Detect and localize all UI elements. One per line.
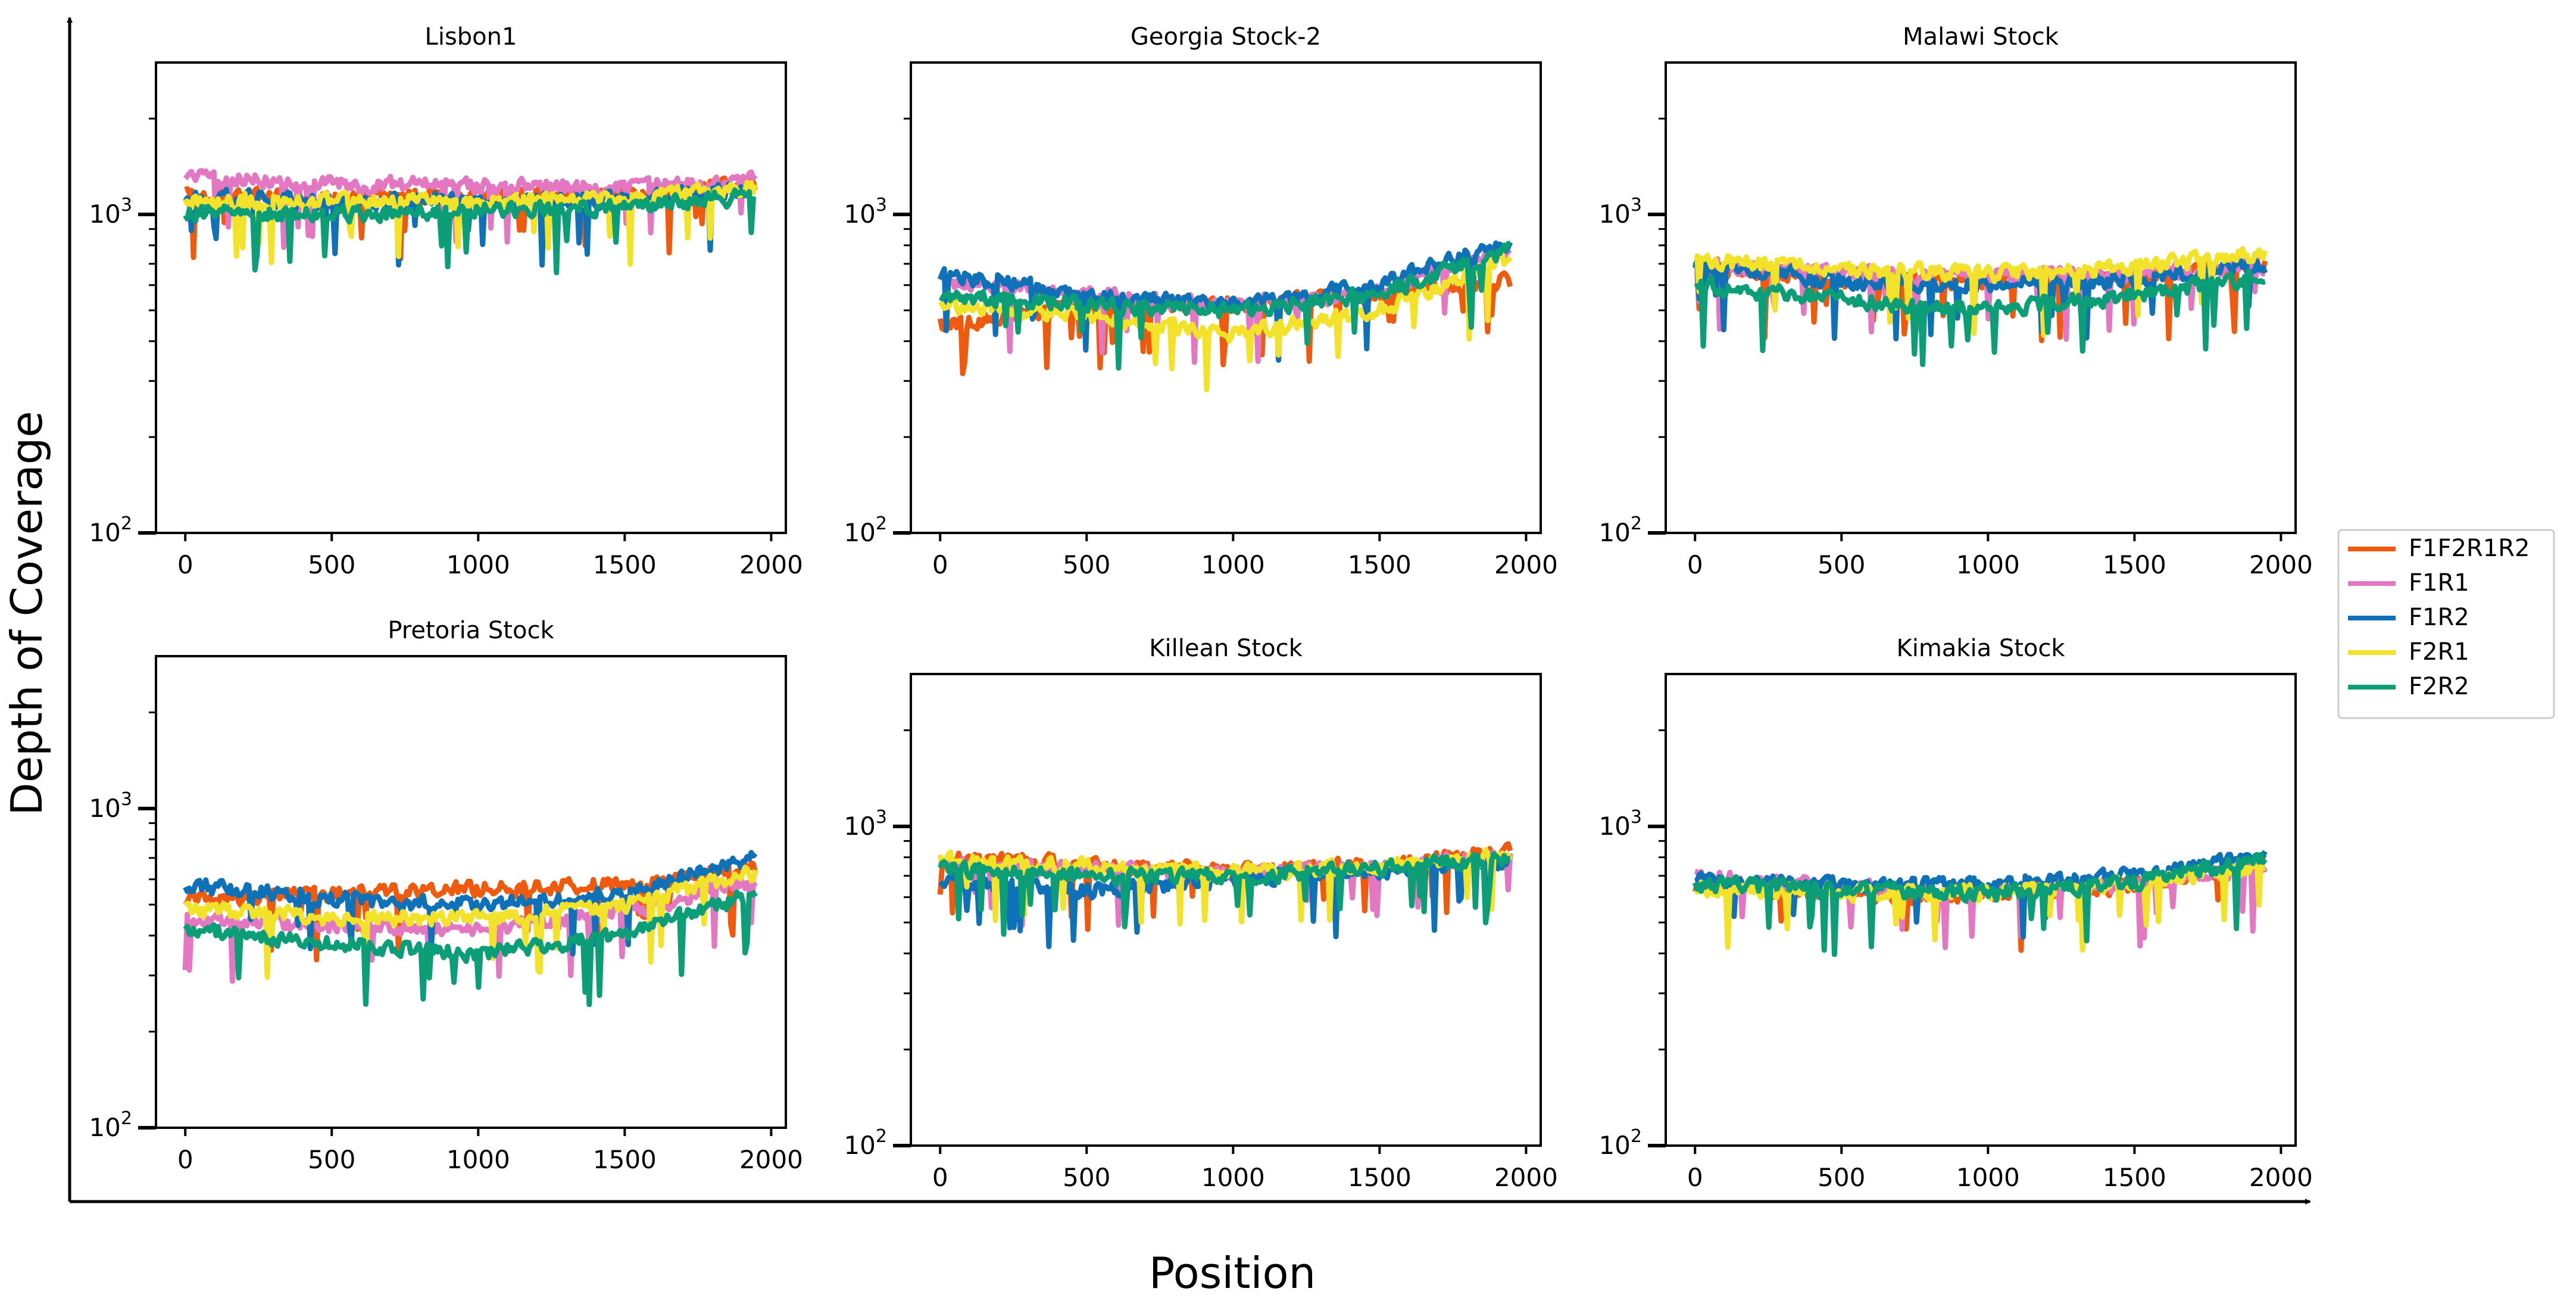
legend-label-f2r1: F2R1 [2409, 638, 2469, 666]
x-tick-label: 1000 [446, 1145, 510, 1174]
series-line-f2r2 [183, 889, 758, 1007]
plot-frame [910, 61, 1542, 534]
x-tick-label: 1500 [593, 550, 657, 579]
y-tick-label: 103 [89, 789, 132, 823]
series-group [182, 850, 758, 1007]
x-tick-label: 0 [1687, 550, 1703, 579]
subplot-4: Pretoria Stock 0 500 1000 1500 2000 102 103 [89, 617, 803, 1174]
series-line-f2r2 [1694, 268, 2266, 367]
legend-label-f1r2: F1R2 [2409, 604, 2469, 631]
legend-label-f2r2: F2R2 [2409, 673, 2469, 700]
subplot-title: Lisbon1 [425, 23, 517, 51]
y-tick-label: 102 [89, 1108, 132, 1142]
legend-label-f1r1: F1R1 [2409, 569, 2469, 597]
subplot-title: Georgia Stock-2 [1131, 23, 1321, 51]
y-tick-label: 103 [1598, 195, 1642, 229]
y-tick-label: 103 [844, 195, 887, 229]
x-tick-label: 0 [1687, 1163, 1703, 1192]
x-tick-label: 1000 [1956, 1163, 2020, 1192]
x-tick-label: 1000 [446, 550, 510, 579]
x-tick-label: 1500 [2103, 550, 2166, 579]
series-line-f2r1 [1694, 246, 2268, 338]
legend-box [2337, 529, 2555, 719]
series-group [183, 168, 758, 276]
x-tick-label: 1000 [1201, 1163, 1265, 1192]
y-tick-label: 103 [1598, 807, 1642, 841]
x-tick-label: 500 [1063, 1163, 1110, 1192]
series-line-f2r2 [938, 851, 1511, 937]
y-tick-label: 102 [1598, 513, 1642, 547]
plot-frame [155, 61, 787, 534]
plot-frame [1665, 61, 2297, 534]
y-tick-label: 103 [89, 195, 132, 229]
series-group [1692, 850, 2268, 957]
x-tick-label: 2000 [739, 550, 803, 579]
x-tick-label: 2000 [1494, 1163, 1558, 1192]
series-group [1692, 246, 2268, 367]
x-tick-label: 500 [308, 1145, 355, 1174]
x-tick-label: 1000 [1201, 550, 1265, 579]
series-line-f2r2 [938, 241, 1511, 371]
series-line-f1r2 [1692, 257, 2268, 342]
y-tick-label: 103 [844, 807, 887, 841]
subplot-2: Georgia Stock-2 0 500 1000 1500 2000 102 103 [844, 23, 1557, 579]
x-tick-label: 1500 [1348, 1163, 1412, 1192]
x-tick-label: 0 [932, 550, 948, 579]
series-group [937, 240, 1513, 392]
y-tick-label: 102 [844, 513, 887, 547]
x-tick-label: 0 [932, 1163, 948, 1192]
figure-y-label: Depth of Coverage [2, 411, 52, 815]
x-tick-label: 2000 [1494, 550, 1558, 579]
x-tick-label: 0 [177, 550, 193, 579]
subplot-title: Malawi Stock [1903, 23, 2059, 51]
x-tick-label: 1500 [1348, 550, 1412, 579]
x-tick-label: 1000 [1956, 550, 2020, 579]
y-tick-label: 102 [1598, 1126, 1642, 1160]
subplot-title: Killean Stock [1149, 635, 1303, 662]
subplot-6: Kimakia Stock 0 500 1000 1500 2000 102 103 [1598, 635, 2312, 1192]
x-tick-label: 2000 [2249, 1163, 2313, 1192]
x-tick-label: 0 [177, 1145, 193, 1174]
x-tick-label: 500 [1818, 550, 1865, 579]
y-tick-label: 102 [89, 513, 132, 547]
x-tick-label: 2000 [2249, 550, 2313, 579]
series-line-f2r2 [183, 187, 757, 276]
figure-x-label: Position [1149, 1248, 1316, 1298]
plot-frame [155, 655, 787, 1129]
legend: F1F2R1R2 F1R1 F1R2 F2R1 F2R2 [2337, 529, 2555, 719]
subplot-1: Lisbon1 0 500 1000 1500 2000 102 103 [89, 23, 803, 579]
x-tick-label: 500 [308, 550, 355, 579]
subplot-title: Kimakia Stock [1896, 635, 2065, 662]
subplot-3: Malawi Stock 0 500 1000 1500 2000 102 103 [1598, 23, 2312, 579]
x-tick-label: 500 [1818, 1163, 1865, 1192]
series-line-f2r1 [183, 865, 758, 981]
plot-frame [910, 673, 1542, 1147]
series-group [937, 841, 1513, 950]
plot-frame [1665, 673, 2297, 1147]
x-tick-label: 1500 [2103, 1163, 2166, 1192]
x-tick-label: 1500 [593, 1145, 657, 1174]
x-tick-label: 500 [1063, 550, 1110, 579]
legend-label-f1f2r1r2: F1F2R1R2 [2409, 535, 2530, 562]
series-line-f2r1 [183, 179, 758, 267]
series-line-f1r2 [183, 850, 758, 958]
y-tick-label: 102 [844, 1126, 887, 1160]
x-tick-label: 2000 [739, 1145, 803, 1174]
subplot-title: Pretoria Stock [388, 617, 554, 644]
series-line-f2r1 [938, 251, 1513, 392]
series-line-f2r2 [1692, 851, 2268, 957]
subplot-5: Killean Stock 0 500 1000 1500 2000 102 103 [844, 635, 1557, 1192]
